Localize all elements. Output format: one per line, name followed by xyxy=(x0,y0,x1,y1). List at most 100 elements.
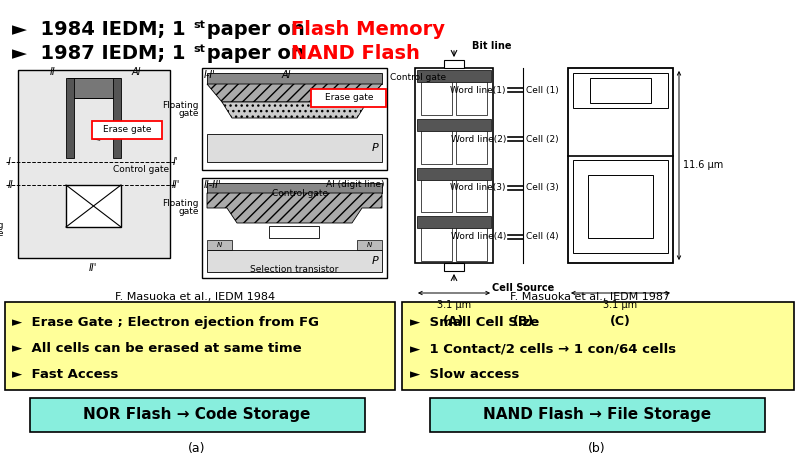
Text: Al: Al xyxy=(282,70,291,80)
Bar xyxy=(573,160,668,253)
Bar xyxy=(207,250,382,272)
Bar xyxy=(421,180,452,212)
FancyBboxPatch shape xyxy=(311,89,386,107)
Text: ►  1987 IEDM; 1: ► 1987 IEDM; 1 xyxy=(12,44,186,63)
Text: Control gate: Control gate xyxy=(390,73,446,82)
Text: (C): (C) xyxy=(610,315,630,328)
Text: Cell (1): Cell (1) xyxy=(526,86,558,95)
Bar xyxy=(202,68,387,170)
Text: P: P xyxy=(372,143,378,153)
Text: I-I': I-I' xyxy=(204,70,216,80)
FancyBboxPatch shape xyxy=(5,302,395,390)
Text: ►  1984 IEDM; 1: ► 1984 IEDM; 1 xyxy=(12,20,186,39)
Text: ►  All cells can be erased at same time: ► All cells can be erased at same time xyxy=(12,342,302,355)
Bar xyxy=(207,134,382,162)
FancyBboxPatch shape xyxy=(30,398,365,432)
Bar xyxy=(417,168,491,180)
Bar xyxy=(456,131,487,163)
Text: II-II': II-II' xyxy=(204,180,222,190)
Bar xyxy=(417,119,491,131)
Bar xyxy=(207,73,382,84)
Bar xyxy=(568,68,673,263)
Text: (b): (b) xyxy=(588,442,606,455)
Text: Selection transistor: Selection transistor xyxy=(250,265,338,274)
Text: Cell (4): Cell (4) xyxy=(526,232,558,241)
Bar xyxy=(66,78,74,158)
Text: F. Masuoka et al., IEDM 1987: F. Masuoka et al., IEDM 1987 xyxy=(510,292,670,302)
Bar xyxy=(456,180,487,212)
Text: ►  Slow access: ► Slow access xyxy=(410,368,519,381)
Text: Floating: Floating xyxy=(162,198,199,207)
Text: (B): (B) xyxy=(512,315,534,328)
Text: 3.1 μm: 3.1 μm xyxy=(603,300,637,310)
Text: Erase gate: Erase gate xyxy=(325,94,374,102)
Bar xyxy=(415,68,493,263)
Bar xyxy=(444,263,464,271)
Text: P: P xyxy=(372,256,378,266)
Text: Word line(3): Word line(3) xyxy=(450,183,506,192)
Text: gate: gate xyxy=(0,228,4,237)
Text: Cell (3): Cell (3) xyxy=(526,183,558,192)
Text: Floating: Floating xyxy=(0,220,4,229)
Text: Control gate: Control gate xyxy=(272,189,328,197)
Text: Word line(4): Word line(4) xyxy=(450,232,506,241)
Bar xyxy=(269,226,319,238)
Text: Word line(1): Word line(1) xyxy=(450,86,506,95)
Bar xyxy=(590,78,651,103)
Text: II: II xyxy=(50,67,56,77)
Text: II': II' xyxy=(172,180,180,190)
Bar xyxy=(68,78,120,98)
Text: F. Masuoka et al., IEDM 1984: F. Masuoka et al., IEDM 1984 xyxy=(115,292,275,302)
Bar xyxy=(357,240,382,250)
Bar xyxy=(456,228,487,261)
Text: ►  1 Contact/2 cells → 1 con/64 cells: ► 1 Contact/2 cells → 1 con/64 cells xyxy=(410,342,676,355)
Text: gate: gate xyxy=(178,109,199,117)
Text: Al: Al xyxy=(131,67,141,77)
Text: paper on: paper on xyxy=(200,44,311,63)
Bar xyxy=(26,98,162,120)
Text: Al (digit line): Al (digit line) xyxy=(326,180,384,189)
Text: ►  Fast Access: ► Fast Access xyxy=(12,368,118,381)
Text: st: st xyxy=(193,44,205,54)
Text: Erase gate: Erase gate xyxy=(102,125,151,134)
Text: Cell (2): Cell (2) xyxy=(526,135,558,144)
Text: paper on: paper on xyxy=(200,20,311,39)
Text: Control gate: Control gate xyxy=(113,166,169,175)
Text: gate: gate xyxy=(178,206,199,215)
Text: NOR Flash → Code Storage: NOR Flash → Code Storage xyxy=(83,408,310,423)
Text: 11.6 μm: 11.6 μm xyxy=(683,160,723,170)
Polygon shape xyxy=(207,193,382,223)
Polygon shape xyxy=(222,102,367,118)
Bar xyxy=(421,131,452,163)
Text: Flash Memory: Flash Memory xyxy=(291,20,445,39)
Text: (A): (A) xyxy=(443,315,465,328)
Text: II: II xyxy=(8,180,14,190)
Text: ►  Small Cell Size: ► Small Cell Size xyxy=(410,316,539,329)
Text: Bit line: Bit line xyxy=(472,41,511,51)
Text: 3.1 μm: 3.1 μm xyxy=(437,300,471,310)
Text: NAND Flash → File Storage: NAND Flash → File Storage xyxy=(483,408,711,423)
Bar xyxy=(421,228,452,261)
Bar xyxy=(421,82,452,115)
Text: NAND Flash: NAND Flash xyxy=(291,44,420,63)
Text: II': II' xyxy=(89,263,97,273)
Text: st: st xyxy=(193,20,205,30)
Text: I': I' xyxy=(173,157,178,167)
Bar xyxy=(202,178,387,278)
Bar xyxy=(588,175,653,238)
Text: (a): (a) xyxy=(188,442,206,455)
Polygon shape xyxy=(207,84,382,102)
Bar xyxy=(456,82,487,115)
Bar xyxy=(18,70,170,258)
Text: Word line(2): Word line(2) xyxy=(450,135,506,144)
Bar xyxy=(113,78,121,158)
Text: N: N xyxy=(216,242,222,248)
Text: I: I xyxy=(8,157,11,167)
Text: ►  Erase Gate ; Electron ejection from FG: ► Erase Gate ; Electron ejection from FG xyxy=(12,316,319,329)
Bar xyxy=(444,60,464,68)
Text: Cell Source: Cell Source xyxy=(492,283,554,293)
Bar xyxy=(417,216,491,228)
Bar xyxy=(207,183,382,193)
FancyBboxPatch shape xyxy=(92,121,162,139)
Text: N: N xyxy=(366,242,372,248)
